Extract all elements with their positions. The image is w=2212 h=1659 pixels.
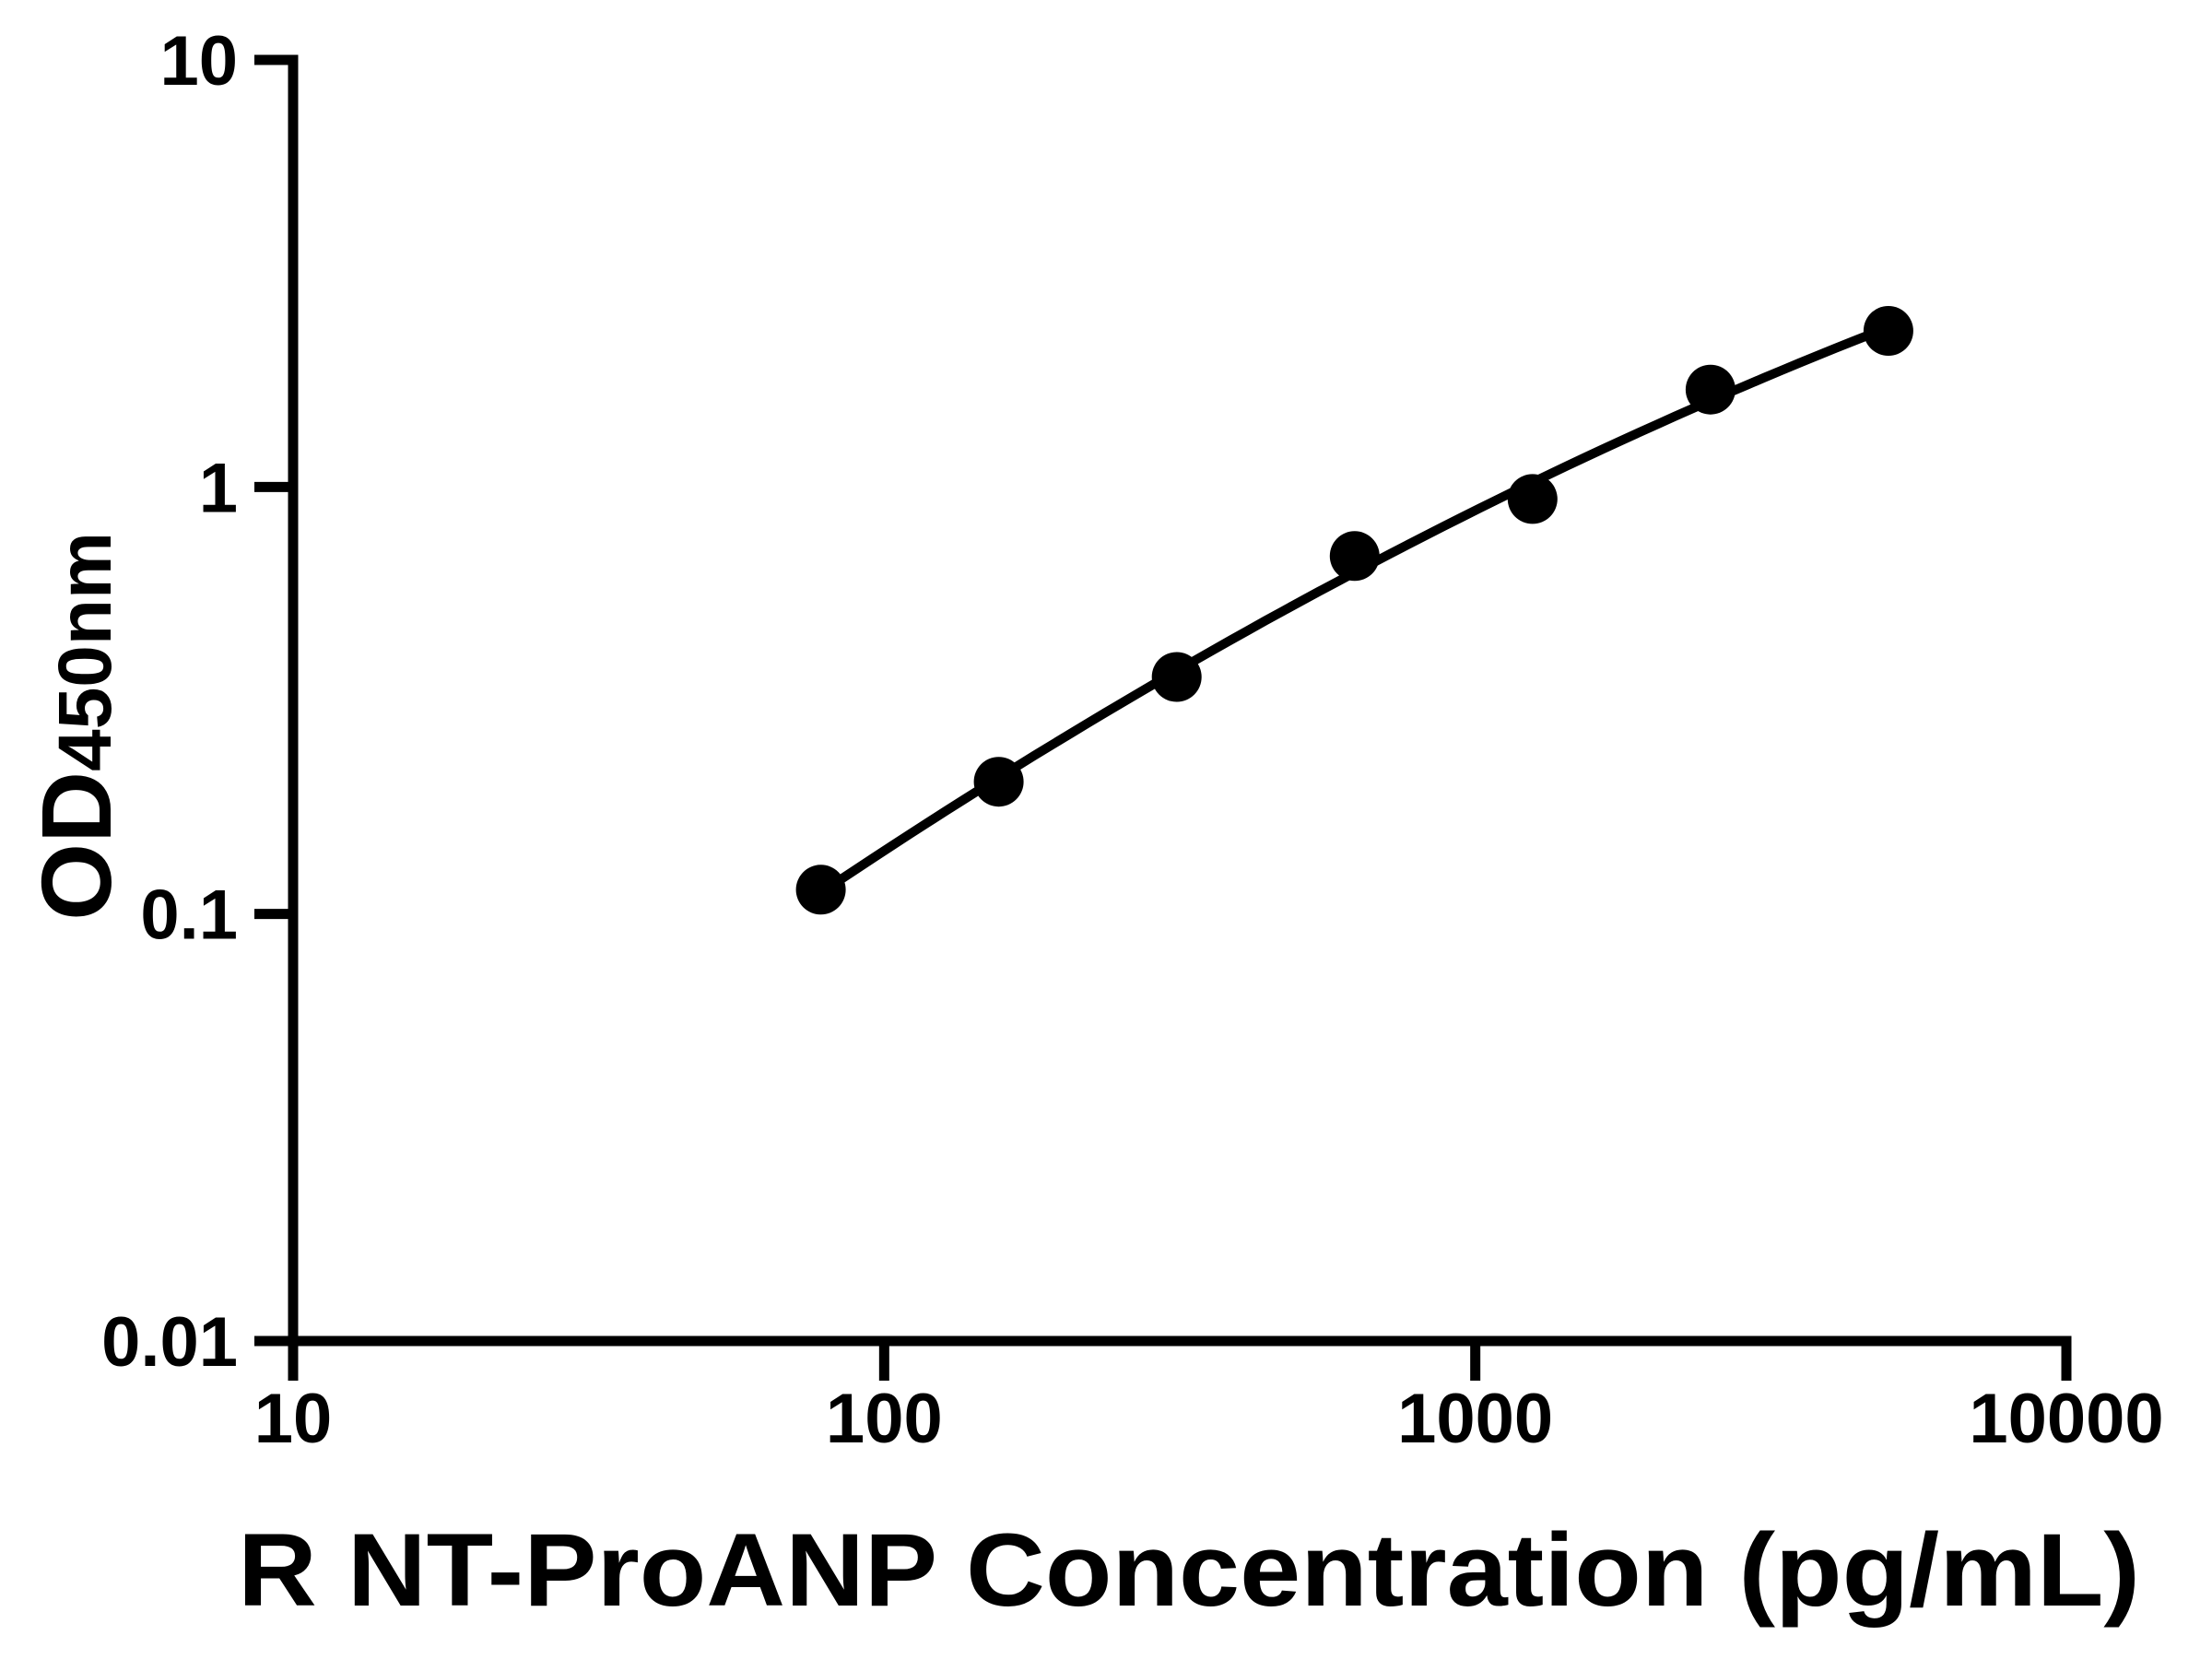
- x-axis-ticks: [288, 1341, 2072, 1381]
- data-point: [1329, 531, 1380, 582]
- x-tick-label: 10: [254, 1380, 333, 1458]
- y-tick-label: 10: [159, 22, 238, 100]
- y-tick-label: 0.01: [101, 1303, 238, 1382]
- x-axis-tick-labels: 10 100 1000 10000: [254, 1380, 2164, 1458]
- y-axis-title-sub: 450nm: [43, 532, 127, 771]
- y-axis-ticks: [254, 54, 293, 1347]
- standard-curve-line: [816, 323, 1893, 898]
- data-point: [1507, 474, 1558, 524]
- x-tick-label: 10000: [1969, 1380, 2163, 1458]
- data-point: [795, 865, 846, 915]
- y-axis-title: OD450nm: [20, 532, 132, 921]
- data-point-markers: [795, 306, 1913, 915]
- data-point: [1685, 364, 1735, 415]
- data-point: [1863, 306, 1913, 356]
- x-axis-title: R NT-ProANP Concentration (pg/mL): [238, 1512, 2140, 1628]
- y-tick-label: 1: [199, 449, 238, 527]
- y-tick-label: 0.1: [140, 877, 238, 955]
- y-axis-tick-labels: 10 1 0.1 0.01: [101, 22, 238, 1382]
- y-axis-title-main: OD: [20, 771, 132, 921]
- x-tick-label: 100: [826, 1380, 943, 1458]
- data-point: [973, 757, 1024, 807]
- data-point: [1151, 652, 1202, 702]
- x-tick-label: 1000: [1397, 1380, 1553, 1458]
